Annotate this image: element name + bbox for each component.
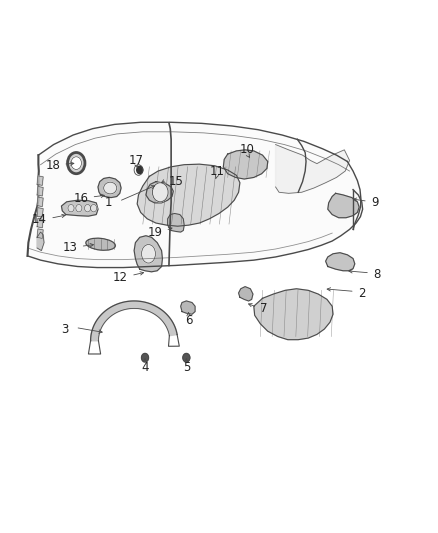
Polygon shape (37, 197, 43, 207)
Polygon shape (28, 122, 363, 268)
Polygon shape (168, 214, 184, 232)
Circle shape (71, 157, 81, 169)
Polygon shape (37, 232, 44, 251)
Text: 9: 9 (371, 196, 379, 209)
Text: 3: 3 (61, 322, 69, 336)
Circle shape (137, 166, 143, 174)
Polygon shape (134, 236, 162, 272)
Circle shape (85, 205, 91, 212)
Circle shape (68, 205, 74, 212)
Circle shape (152, 183, 168, 202)
Polygon shape (37, 187, 43, 196)
Text: 7: 7 (260, 302, 268, 316)
Text: 10: 10 (240, 143, 255, 156)
Polygon shape (37, 229, 43, 238)
Polygon shape (37, 208, 43, 217)
Text: 1: 1 (105, 196, 113, 209)
Text: 19: 19 (148, 225, 162, 239)
Ellipse shape (86, 238, 115, 251)
Polygon shape (239, 287, 253, 301)
Text: 15: 15 (169, 175, 184, 188)
Text: 4: 4 (141, 361, 149, 374)
Polygon shape (137, 164, 240, 226)
Circle shape (76, 205, 82, 212)
Text: 8: 8 (374, 268, 381, 281)
Ellipse shape (104, 182, 117, 194)
Circle shape (141, 353, 148, 362)
Text: 14: 14 (32, 213, 47, 227)
Text: 13: 13 (63, 241, 78, 254)
Polygon shape (146, 182, 173, 203)
Polygon shape (328, 193, 359, 217)
Polygon shape (181, 301, 195, 314)
Text: 6: 6 (185, 314, 192, 327)
Polygon shape (61, 200, 98, 216)
Text: 16: 16 (74, 192, 88, 205)
Text: 12: 12 (113, 271, 127, 284)
Polygon shape (254, 289, 333, 340)
Polygon shape (37, 218, 43, 228)
Polygon shape (98, 177, 121, 198)
Polygon shape (325, 253, 355, 271)
Circle shape (67, 152, 85, 174)
Polygon shape (37, 176, 43, 185)
Circle shape (91, 205, 97, 212)
Ellipse shape (141, 245, 155, 263)
Polygon shape (91, 301, 177, 341)
Text: 2: 2 (358, 287, 366, 300)
Polygon shape (276, 144, 350, 193)
Circle shape (183, 353, 190, 362)
Text: 18: 18 (45, 159, 60, 172)
Text: 11: 11 (209, 165, 224, 177)
Text: 17: 17 (129, 154, 144, 167)
Polygon shape (223, 150, 268, 179)
Text: 5: 5 (183, 361, 190, 374)
